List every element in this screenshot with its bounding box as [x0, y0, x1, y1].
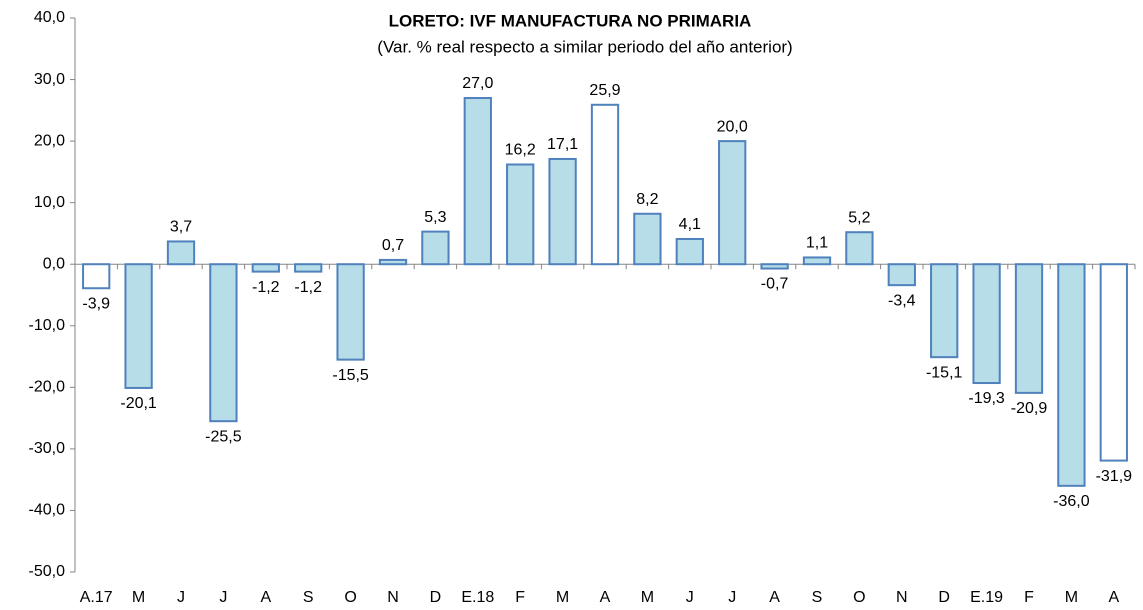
- data-label: -31,9: [1096, 468, 1133, 485]
- data-label: 1,1: [806, 235, 828, 252]
- bar: [1099, 263, 1128, 462]
- bar: [463, 97, 492, 266]
- x-tick-label: D: [430, 589, 442, 606]
- x-tick-label: A: [1108, 589, 1119, 606]
- data-label: -3,9: [82, 295, 110, 312]
- y-tick-label: -10,0: [29, 317, 66, 334]
- x-tick-label: F: [1024, 589, 1034, 606]
- data-label: 5,3: [424, 209, 446, 226]
- data-label: -20,1: [120, 395, 157, 412]
- data-label: 17,1: [547, 136, 578, 153]
- data-label: 8,2: [636, 191, 658, 208]
- x-tick-label: E.19: [970, 589, 1003, 606]
- bar: [548, 157, 577, 266]
- data-label: -1,2: [294, 279, 322, 296]
- x-tick-label: S: [812, 589, 823, 606]
- data-label: -0,7: [761, 276, 789, 293]
- chart-title: LORETO: IVF MANUFACTURA NO PRIMARIA: [389, 11, 752, 30]
- data-label: 27,0: [462, 75, 493, 92]
- x-tick-label: M: [132, 589, 145, 606]
- x-tick-label: A: [600, 589, 611, 606]
- data-label: 3,7: [170, 219, 192, 236]
- bar: [421, 230, 450, 266]
- bar: [336, 263, 365, 361]
- data-label: -1,2: [252, 279, 280, 296]
- data-label: 5,2: [848, 209, 870, 226]
- bar: [1057, 263, 1086, 487]
- data-label: -3,4: [888, 292, 916, 309]
- y-tick-label: 0,0: [43, 255, 65, 272]
- data-label: 4,1: [679, 216, 701, 233]
- x-tick-label: S: [303, 589, 314, 606]
- x-tick-label: J: [219, 589, 227, 606]
- bar: [972, 263, 1001, 385]
- data-label: 25,9: [589, 82, 620, 99]
- y-tick-label: 20,0: [34, 132, 65, 149]
- bar: [1014, 263, 1044, 394]
- x-tick-label: N: [896, 589, 908, 606]
- x-tick-label: M: [556, 589, 569, 606]
- bar: [590, 103, 620, 266]
- bar: [294, 263, 323, 273]
- data-label: 16,2: [505, 142, 536, 159]
- bar: [251, 263, 280, 273]
- data-label: -36,0: [1053, 493, 1090, 510]
- x-tick-label: J: [177, 589, 185, 606]
- data-label: -19,3: [968, 390, 1005, 407]
- y-tick-label: -40,0: [29, 502, 66, 519]
- bar: [675, 237, 704, 266]
- x-tick-label: O: [344, 589, 356, 606]
- bar: [124, 263, 153, 389]
- data-label: 0,7: [382, 237, 404, 254]
- y-tick-label: -20,0: [29, 379, 66, 396]
- bar: [209, 263, 238, 423]
- x-tick-label: A: [260, 589, 271, 606]
- bar: [506, 163, 535, 266]
- x-tick-label: M: [641, 589, 654, 606]
- x-tick-label: O: [853, 589, 865, 606]
- bar: [166, 240, 196, 266]
- bar: [82, 263, 111, 290]
- y-tick-label: 40,0: [34, 9, 65, 26]
- x-tick-label: J: [728, 589, 736, 606]
- x-tick-label: M: [1065, 589, 1078, 606]
- y-tick-label: -30,0: [29, 440, 66, 457]
- bar: [633, 212, 662, 266]
- bar: [378, 258, 408, 266]
- x-tick-label: D: [938, 589, 950, 606]
- y-tick-label: -50,0: [29, 563, 66, 580]
- data-label: -20,9: [1011, 400, 1048, 417]
- bar: [802, 256, 832, 266]
- data-label: -25,5: [205, 428, 242, 445]
- data-label: -15,1: [926, 364, 963, 381]
- bar: [930, 263, 959, 359]
- x-tick-label: A: [769, 589, 780, 606]
- x-tick-label: E.18: [461, 589, 494, 606]
- x-tick-label: J: [686, 589, 694, 606]
- x-tick-label: N: [387, 589, 399, 606]
- data-label: 20,0: [717, 118, 748, 135]
- bar: [760, 263, 789, 270]
- bar: [845, 231, 874, 266]
- data-label: -15,5: [332, 367, 369, 384]
- x-tick-label: A.17: [80, 589, 113, 606]
- x-tick-label: F: [515, 589, 525, 606]
- bar: [887, 263, 916, 287]
- chart-subtitle: (Var. % real respecto a similar periodo …: [377, 37, 792, 56]
- bar: [718, 140, 747, 266]
- y-tick-label: 30,0: [34, 71, 65, 88]
- y-tick-label: 10,0: [34, 194, 65, 211]
